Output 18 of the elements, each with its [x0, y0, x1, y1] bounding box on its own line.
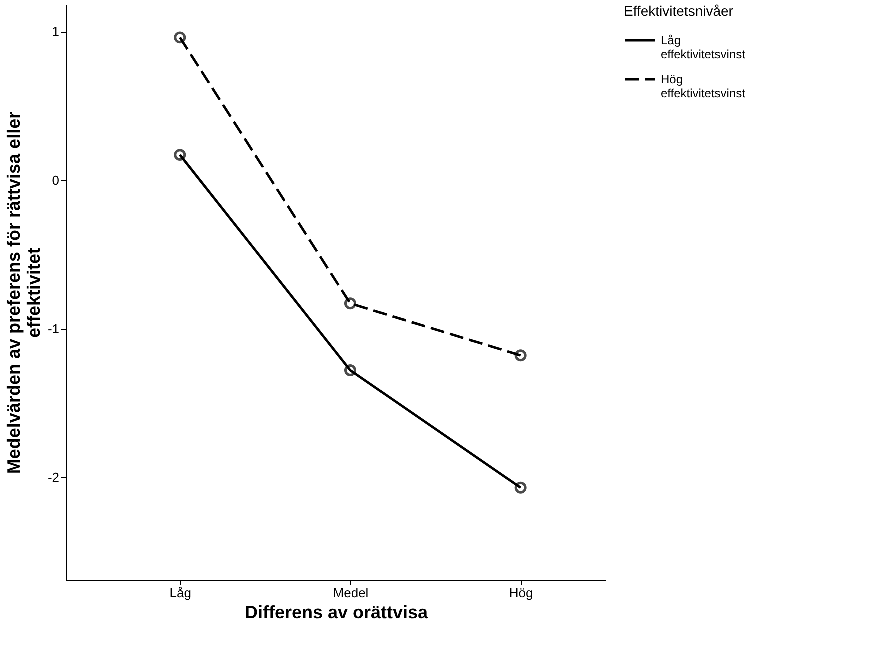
- point: [174, 32, 186, 44]
- y-tick-label: -2: [48, 470, 60, 485]
- legend-label: Låg effektivitetsvinst: [661, 34, 746, 62]
- y-axis-title: Medelvärden av preferens för rättvisa eller effektivitet: [4, 112, 44, 474]
- point: [344, 298, 356, 310]
- x-tick-label: Låg: [170, 586, 192, 600]
- x-axis-title: Differens av orättvisa: [244, 602, 430, 622]
- y-tick-label: 1: [52, 24, 60, 40]
- point: [174, 149, 186, 162]
- x-tick-label: Hög: [509, 586, 534, 600]
- point: [514, 482, 527, 494]
- legend-label: Hög effektivitetsvinst: [661, 72, 746, 100]
- y-tick-label: -1: [48, 321, 60, 336]
- legend-title: Effektivitetsnivåer: [624, 3, 734, 19]
- y-tick-label: 0: [52, 172, 60, 188]
- point: [514, 350, 527, 362]
- point: [344, 364, 356, 376]
- x-tick-label: Medel: [333, 586, 369, 600]
